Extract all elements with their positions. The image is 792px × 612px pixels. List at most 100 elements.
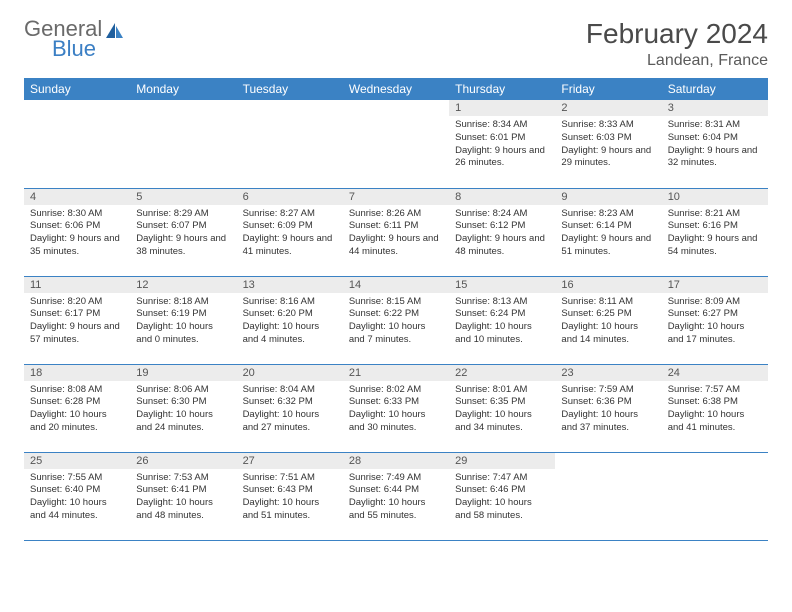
calendar-cell: 1Sunrise: 8:34 AMSunset: 6:01 PMDaylight… — [449, 100, 555, 188]
day-details: Sunrise: 7:57 AMSunset: 6:38 PMDaylight:… — [662, 381, 768, 439]
day-number: 20 — [237, 365, 343, 381]
day-details: Sunrise: 8:11 AMSunset: 6:25 PMDaylight:… — [555, 293, 661, 351]
day-number: 19 — [130, 365, 236, 381]
day-details: Sunrise: 8:21 AMSunset: 6:16 PMDaylight:… — [662, 205, 768, 263]
calendar-cell: 17Sunrise: 8:09 AMSunset: 6:27 PMDayligh… — [662, 276, 768, 364]
calendar-row: 25Sunrise: 7:55 AMSunset: 6:40 PMDayligh… — [24, 452, 768, 540]
day-details: Sunrise: 8:08 AMSunset: 6:28 PMDaylight:… — [24, 381, 130, 439]
weekday-header: Monday — [130, 78, 236, 100]
calendar-cell: .. — [130, 100, 236, 188]
day-details: Sunrise: 8:20 AMSunset: 6:17 PMDaylight:… — [24, 293, 130, 351]
day-details: Sunrise: 8:04 AMSunset: 6:32 PMDaylight:… — [237, 381, 343, 439]
calendar-cell: 15Sunrise: 8:13 AMSunset: 6:24 PMDayligh… — [449, 276, 555, 364]
calendar-cell: 8Sunrise: 8:24 AMSunset: 6:12 PMDaylight… — [449, 188, 555, 276]
calendar-cell: 5Sunrise: 8:29 AMSunset: 6:07 PMDaylight… — [130, 188, 236, 276]
day-number: 1 — [449, 100, 555, 116]
day-details: Sunrise: 8:34 AMSunset: 6:01 PMDaylight:… — [449, 116, 555, 174]
calendar-cell: .. — [237, 100, 343, 188]
calendar-row: 18Sunrise: 8:08 AMSunset: 6:28 PMDayligh… — [24, 364, 768, 452]
day-number: 15 — [449, 277, 555, 293]
calendar-cell: 14Sunrise: 8:15 AMSunset: 6:22 PMDayligh… — [343, 276, 449, 364]
day-number: 25 — [24, 453, 130, 469]
calendar-cell: 20Sunrise: 8:04 AMSunset: 6:32 PMDayligh… — [237, 364, 343, 452]
day-number: 28 — [343, 453, 449, 469]
day-number: 6 — [237, 189, 343, 205]
logo-text-blue: Blue — [52, 38, 125, 60]
day-number: 13 — [237, 277, 343, 293]
day-details: Sunrise: 7:47 AMSunset: 6:46 PMDaylight:… — [449, 469, 555, 527]
day-number: 9 — [555, 189, 661, 205]
day-details: Sunrise: 8:29 AMSunset: 6:07 PMDaylight:… — [130, 205, 236, 263]
day-number: 5 — [130, 189, 236, 205]
day-number: 29 — [449, 453, 555, 469]
day-number: 18 — [24, 365, 130, 381]
calendar-cell: 2Sunrise: 8:33 AMSunset: 6:03 PMDaylight… — [555, 100, 661, 188]
calendar-cell: 10Sunrise: 8:21 AMSunset: 6:16 PMDayligh… — [662, 188, 768, 276]
day-number: 12 — [130, 277, 236, 293]
day-number: 11 — [24, 277, 130, 293]
calendar-cell: 24Sunrise: 7:57 AMSunset: 6:38 PMDayligh… — [662, 364, 768, 452]
day-details: Sunrise: 8:26 AMSunset: 6:11 PMDaylight:… — [343, 205, 449, 263]
title-block: February 2024 Landean, France — [586, 18, 768, 70]
day-details: Sunrise: 8:13 AMSunset: 6:24 PMDaylight:… — [449, 293, 555, 351]
day-number: 2 — [555, 100, 661, 116]
calendar-cell: 25Sunrise: 7:55 AMSunset: 6:40 PMDayligh… — [24, 452, 130, 540]
day-number: 16 — [555, 277, 661, 293]
calendar-cell: 7Sunrise: 8:26 AMSunset: 6:11 PMDaylight… — [343, 188, 449, 276]
header: GeneralBlue February 2024 Landean, Franc… — [24, 18, 768, 70]
weekday-header: Wednesday — [343, 78, 449, 100]
weekday-header: Thursday — [449, 78, 555, 100]
month-title: February 2024 — [586, 18, 768, 50]
calendar-cell: .. — [555, 452, 661, 540]
calendar-cell: 28Sunrise: 7:49 AMSunset: 6:44 PMDayligh… — [343, 452, 449, 540]
calendar-cell: 18Sunrise: 8:08 AMSunset: 6:28 PMDayligh… — [24, 364, 130, 452]
day-number: 4 — [24, 189, 130, 205]
calendar-cell: 11Sunrise: 8:20 AMSunset: 6:17 PMDayligh… — [24, 276, 130, 364]
calendar-cell: 21Sunrise: 8:02 AMSunset: 6:33 PMDayligh… — [343, 364, 449, 452]
day-details: Sunrise: 7:51 AMSunset: 6:43 PMDaylight:… — [237, 469, 343, 527]
day-details: Sunrise: 8:27 AMSunset: 6:09 PMDaylight:… — [237, 205, 343, 263]
logo: GeneralBlue — [24, 18, 125, 60]
calendar-cell: 23Sunrise: 7:59 AMSunset: 6:36 PMDayligh… — [555, 364, 661, 452]
calendar-cell: 26Sunrise: 7:53 AMSunset: 6:41 PMDayligh… — [130, 452, 236, 540]
day-details: Sunrise: 7:53 AMSunset: 6:41 PMDaylight:… — [130, 469, 236, 527]
weekday-header: Tuesday — [237, 78, 343, 100]
day-details: Sunrise: 8:24 AMSunset: 6:12 PMDaylight:… — [449, 205, 555, 263]
day-number: 8 — [449, 189, 555, 205]
day-number: 26 — [130, 453, 236, 469]
calendar-row: 11Sunrise: 8:20 AMSunset: 6:17 PMDayligh… — [24, 276, 768, 364]
calendar-cell: 29Sunrise: 7:47 AMSunset: 6:46 PMDayligh… — [449, 452, 555, 540]
day-details: Sunrise: 8:31 AMSunset: 6:04 PMDaylight:… — [662, 116, 768, 174]
location: Landean, France — [586, 52, 768, 70]
day-number: 14 — [343, 277, 449, 293]
calendar-cell: 12Sunrise: 8:18 AMSunset: 6:19 PMDayligh… — [130, 276, 236, 364]
calendar-cell: 22Sunrise: 8:01 AMSunset: 6:35 PMDayligh… — [449, 364, 555, 452]
day-number: 3 — [662, 100, 768, 116]
calendar: SundayMondayTuesdayWednesdayThursdayFrid… — [24, 78, 768, 541]
day-number: 7 — [343, 189, 449, 205]
calendar-cell: 9Sunrise: 8:23 AMSunset: 6:14 PMDaylight… — [555, 188, 661, 276]
day-details: Sunrise: 8:01 AMSunset: 6:35 PMDaylight:… — [449, 381, 555, 439]
calendar-cell: 6Sunrise: 8:27 AMSunset: 6:09 PMDaylight… — [237, 188, 343, 276]
day-details: Sunrise: 8:16 AMSunset: 6:20 PMDaylight:… — [237, 293, 343, 351]
calendar-row: ........1Sunrise: 8:34 AMSunset: 6:01 PM… — [24, 100, 768, 188]
day-number: 21 — [343, 365, 449, 381]
weekday-header: Sunday — [24, 78, 130, 100]
calendar-cell: 13Sunrise: 8:16 AMSunset: 6:20 PMDayligh… — [237, 276, 343, 364]
day-details: Sunrise: 8:06 AMSunset: 6:30 PMDaylight:… — [130, 381, 236, 439]
calendar-cell: 4Sunrise: 8:30 AMSunset: 6:06 PMDaylight… — [24, 188, 130, 276]
calendar-cell: .. — [24, 100, 130, 188]
day-details: Sunrise: 7:49 AMSunset: 6:44 PMDaylight:… — [343, 469, 449, 527]
weekday-header: Saturday — [662, 78, 768, 100]
day-number: 23 — [555, 365, 661, 381]
day-details: Sunrise: 7:59 AMSunset: 6:36 PMDaylight:… — [555, 381, 661, 439]
calendar-cell: 16Sunrise: 8:11 AMSunset: 6:25 PMDayligh… — [555, 276, 661, 364]
day-details: Sunrise: 8:18 AMSunset: 6:19 PMDaylight:… — [130, 293, 236, 351]
calendar-cell: .. — [662, 452, 768, 540]
day-details: Sunrise: 8:23 AMSunset: 6:14 PMDaylight:… — [555, 205, 661, 263]
calendar-cell: 3Sunrise: 8:31 AMSunset: 6:04 PMDaylight… — [662, 100, 768, 188]
day-details: Sunrise: 8:33 AMSunset: 6:03 PMDaylight:… — [555, 116, 661, 174]
weekday-header: Friday — [555, 78, 661, 100]
day-number: 27 — [237, 453, 343, 469]
day-details: Sunrise: 8:30 AMSunset: 6:06 PMDaylight:… — [24, 205, 130, 263]
